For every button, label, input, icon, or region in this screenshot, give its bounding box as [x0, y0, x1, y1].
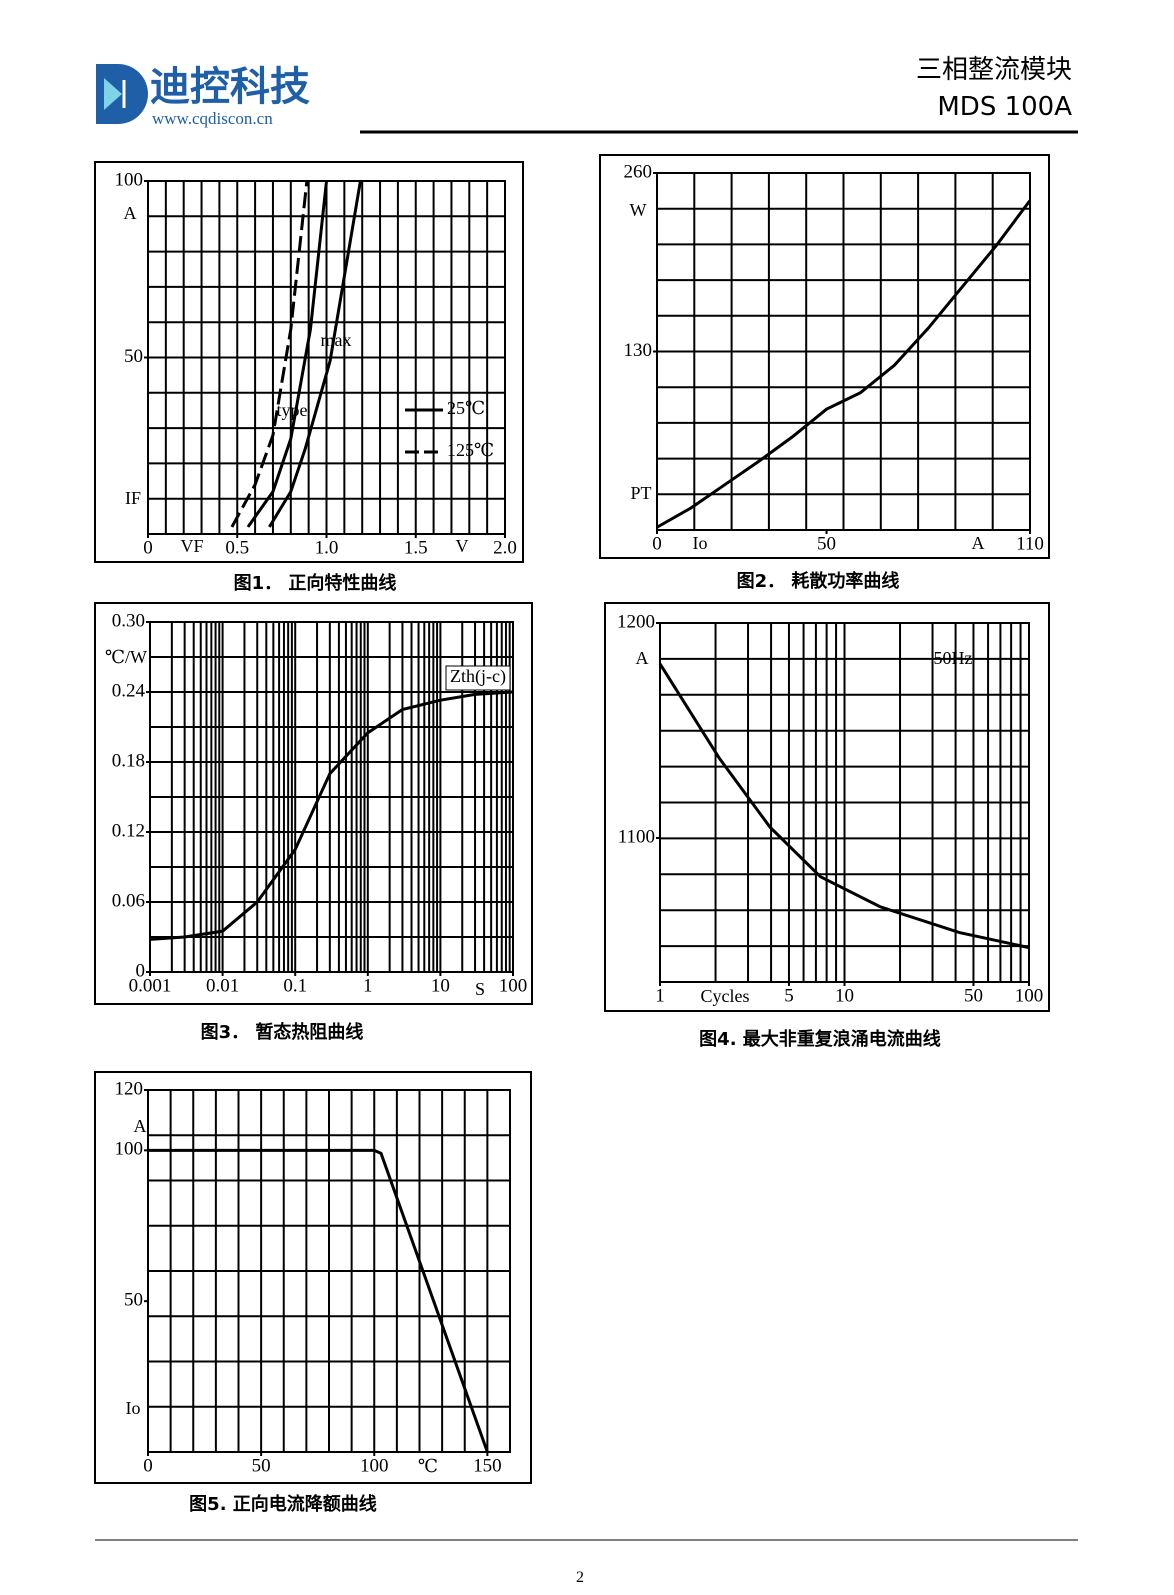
curve: [246, 180, 328, 528]
figure-caption: 图2． 耗散功率曲线: [737, 570, 900, 592]
company-name: 迪控科技: [150, 64, 310, 110]
product-name: 三相整流模块: [916, 55, 1072, 85]
x-unit: V: [456, 536, 469, 556]
chart-frame: [94, 1071, 532, 1484]
x-unit: A: [972, 533, 985, 553]
x-tick-label: 100: [1015, 985, 1044, 1006]
x-tick-label: 0.5: [225, 537, 249, 558]
y-tick-label: 100: [115, 1139, 144, 1160]
curve: [656, 199, 1032, 529]
page-number: 2: [576, 1569, 584, 1586]
y-unit: A: [124, 203, 137, 223]
y-symbol: Io: [126, 1398, 141, 1418]
annotation: Zth(j-c): [450, 666, 506, 687]
x-tick-label: 110: [1016, 533, 1044, 554]
y-tick-label: 0: [136, 960, 146, 981]
chart: 130 260 0 50 110 W PT Io A 图2． 耗散功率曲线: [599, 154, 1050, 592]
plot-area: [147, 1089, 511, 1453]
x-tick-label: 0.1: [283, 975, 307, 996]
curve: [658, 663, 1030, 950]
x-tick-label: 0.001: [129, 975, 172, 996]
x-tick-label: 2.0: [493, 537, 517, 558]
figure-caption: 图4. 最大非重复浪涌电流曲线: [699, 1028, 941, 1050]
curve: [230, 180, 309, 528]
y-tick-label: 50: [124, 1290, 143, 1311]
chart-frame: [604, 602, 1050, 1012]
x-tick-label: 50: [252, 1455, 271, 1476]
y-unit: A: [636, 648, 649, 668]
annotation: 50Hz: [934, 648, 973, 668]
y-tick-label: 100: [115, 169, 144, 190]
y-unit: W: [630, 200, 647, 220]
chart: 50 100 120 0 50 100 150 A Io ℃ 图5. 正向电流降额曲线: [94, 1071, 532, 1515]
y-tick-label: 260: [624, 161, 653, 182]
y-tick-label: 1100: [618, 826, 655, 847]
curve: [149, 690, 514, 941]
y-tick-label: 1200: [617, 611, 655, 632]
y-tick-label: 0.24: [112, 680, 146, 701]
y-tick-label: 0.30: [112, 610, 145, 631]
x-tick-label: 50: [817, 533, 836, 554]
x-tick-label: 0: [652, 533, 662, 554]
y-tick-label: 0.18: [112, 750, 145, 771]
y-symbol: IF: [125, 488, 141, 508]
x-tick-label: 1.5: [404, 537, 428, 558]
model-name: MDS 100A: [937, 92, 1072, 122]
annotation: max: [321, 330, 352, 350]
figure-caption: 图3． 暂态热阻曲线: [201, 1021, 364, 1043]
y-tick-label: 130: [624, 340, 653, 361]
x-tick-label: 1: [655, 985, 665, 1006]
x-tick-label: 10: [835, 985, 854, 1006]
x-symbol: VF: [180, 536, 203, 556]
annotation-box: [445, 665, 511, 691]
y-tick-label: 0.06: [112, 890, 145, 911]
chart: 0 0.06 0.12 0.18 0.24 0.30 0.001 0.01 0.1 1 10 100 ℃…: [94, 602, 533, 1043]
y-tick-label: 50: [124, 346, 143, 367]
curve: [268, 180, 362, 528]
x-tick-label: 150: [473, 1455, 502, 1476]
y-unit: A: [134, 1116, 147, 1136]
website: www.cqdiscon.cn: [152, 109, 273, 128]
y-tick-label: 0.12: [112, 820, 145, 841]
x-tick-label: 1.0: [315, 537, 339, 558]
figure-caption: 图1． 正向特性曲线: [234, 572, 397, 594]
chart-frame: [94, 161, 524, 563]
x-tick-label: 0: [143, 1455, 153, 1476]
x-symbol: Io: [693, 533, 708, 553]
x-tick-label: 0.01: [206, 975, 239, 996]
logo: [96, 64, 148, 124]
x-unit: Cycles: [701, 986, 750, 1006]
chart-frame: [94, 602, 533, 1005]
curve: [148, 1148, 489, 1453]
x-tick-label: 50: [964, 985, 983, 1006]
y-tick-label: 120: [115, 1078, 144, 1099]
figure-caption: 图5. 正向电流降额曲线: [189, 1493, 377, 1515]
x-unit: S: [475, 979, 485, 999]
x-tick-label: 5: [784, 985, 794, 1006]
legend-label: 125℃: [447, 440, 494, 460]
x-tick-label: 100: [360, 1455, 389, 1476]
annotation: type: [277, 400, 308, 420]
x-tick-label: 100: [499, 975, 528, 996]
x-tick-label: 10: [431, 975, 450, 996]
y-symbol: PT: [630, 483, 651, 503]
legend-label: 25℃: [447, 398, 485, 418]
plot-area: [149, 621, 514, 973]
x-tick-label: 0: [143, 537, 153, 558]
chart-frame: [599, 154, 1050, 559]
chart: 1100 1200 1 5 10 50 100 A Cycles 50Hz 图4. 最大非重复浪涌电…: [604, 602, 1050, 1050]
x-tick-label: 1: [363, 975, 373, 996]
x-unit: ℃: [418, 1456, 438, 1476]
y-unit: ℃/W: [105, 647, 147, 667]
